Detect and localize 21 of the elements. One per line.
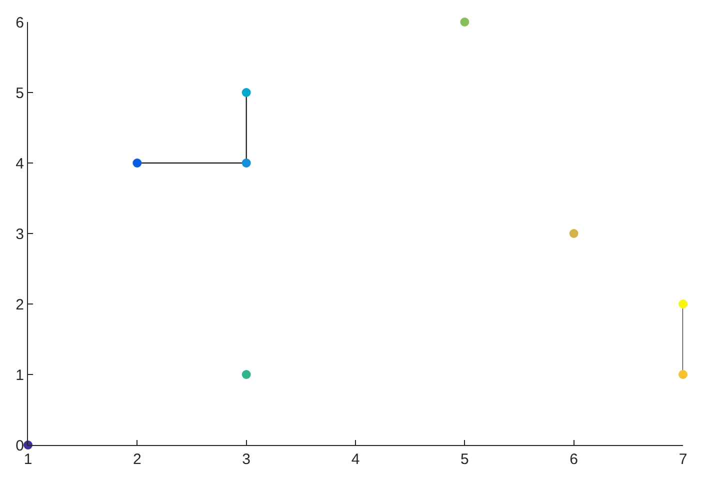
x-tick-label: 3 (242, 451, 250, 468)
point (242, 370, 251, 379)
point (132, 158, 142, 168)
y-tick-label: 3 (16, 226, 24, 243)
point (569, 229, 578, 238)
y-tick-label: 1 (16, 366, 24, 384)
y-tick-label: 0 (16, 437, 24, 454)
x-tick-label: 7 (678, 451, 688, 468)
x-tick-label: 2 (133, 451, 142, 468)
y-tick-label: 6 (16, 14, 24, 32)
point (678, 370, 688, 379)
point (460, 18, 470, 26)
point (678, 300, 688, 308)
x-tick-label: 4 (351, 451, 360, 468)
point (242, 88, 251, 97)
y-tick-label: 5 (16, 84, 24, 102)
x-tick-label: 6 (570, 451, 578, 468)
x-tick-label: 5 (460, 451, 469, 468)
y-tick-label: 4 (16, 155, 24, 172)
y-tick-label: 2 (16, 296, 24, 314)
point (242, 158, 251, 168)
